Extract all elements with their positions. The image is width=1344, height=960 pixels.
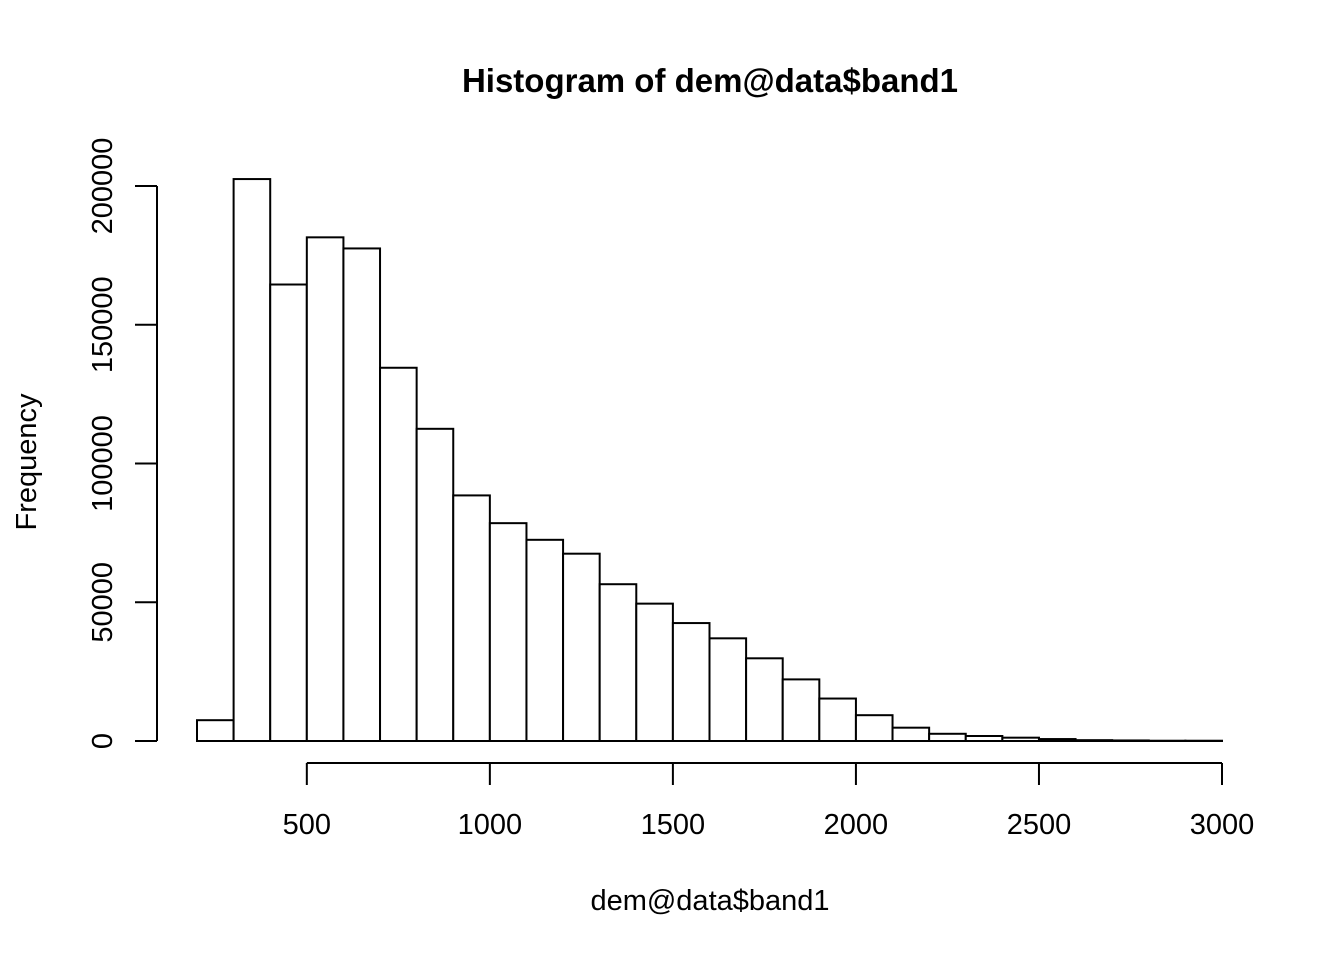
y-tick-label: 100000: [87, 415, 119, 512]
histogram-bar: [305, 236, 345, 742]
x-tick-label: 500: [283, 809, 331, 841]
histogram-bar: [781, 678, 821, 743]
histogram-bar: [818, 697, 857, 742]
x-tick-label: 3000: [1190, 809, 1255, 841]
x-tick-label: 1500: [641, 809, 706, 841]
histogram-bar: [1111, 739, 1150, 743]
histogram-bar: [928, 732, 967, 742]
x-tick-label: 1000: [458, 809, 523, 841]
histogram-bar: [525, 538, 565, 742]
y-axis-title: Frequency: [11, 393, 43, 531]
histogram-bar: [635, 602, 674, 743]
histogram-bar: [342, 247, 382, 742]
y-tick-label: 50000: [87, 562, 119, 643]
histogram-bar: [964, 735, 1004, 743]
x-axis-title: dem@data$band1: [590, 885, 829, 917]
chart-title: Histogram of dem@data$band1: [462, 62, 958, 99]
x-axis: 500 1000 1500 2000 2500 3000: [283, 762, 1255, 841]
y-tick-label: 200000: [87, 138, 119, 235]
x-tick-label: 2500: [1007, 809, 1072, 841]
histogram-bar: [598, 583, 638, 743]
histogram-bar: [269, 283, 308, 742]
histogram-bar: [379, 366, 418, 742]
histogram-bar: [745, 657, 784, 742]
y-axis: 0 50000 100000 150000 200000: [87, 138, 158, 749]
histogram-bar: [1001, 736, 1040, 742]
histogram-bar: [562, 552, 601, 742]
bars-group: [196, 178, 1223, 743]
histogram-bar: [488, 522, 528, 742]
histogram-bar: [891, 726, 931, 742]
x-tick-label: 2000: [824, 809, 889, 841]
histogram-bar: [1074, 739, 1114, 742]
histogram-bar: [671, 622, 711, 742]
histogram-bar: [232, 178, 272, 742]
y-tick-label: 150000: [87, 276, 119, 373]
histogram-bar: [196, 719, 235, 742]
histogram-bar: [1037, 738, 1077, 742]
histogram-bar: [854, 714, 894, 743]
y-tick-label: 0: [87, 733, 119, 749]
histogram-bar: [415, 427, 455, 742]
histogram-bar: [452, 494, 491, 742]
histogram-bar: [708, 637, 748, 743]
